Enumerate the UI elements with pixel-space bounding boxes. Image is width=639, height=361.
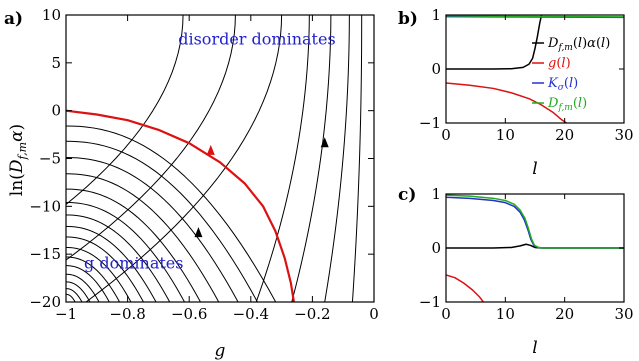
panel-a-annotations: disorder dominates g dominates xyxy=(84,30,336,273)
panel-a-xlabel: g xyxy=(215,341,226,361)
series-line xyxy=(446,15,624,18)
flow-line xyxy=(291,15,332,302)
panel-b-x-ticks: 0 10 20 30 xyxy=(441,15,634,144)
panel-b-y-ticks: −1 0 1 xyxy=(419,6,624,132)
x-tick-label: 20 xyxy=(555,126,574,144)
y-tick-label: −15 xyxy=(29,245,61,263)
x-tick-label: −0.6 xyxy=(171,305,207,323)
annotation: g dominates xyxy=(84,254,183,273)
flow-arrow xyxy=(194,227,203,238)
x-tick-label: 0 xyxy=(441,305,451,323)
flow-line xyxy=(66,225,157,302)
panel-c-x-ticks: 0 10 20 30 xyxy=(441,194,634,323)
y-tick-label: −5 xyxy=(39,150,61,168)
flow-line xyxy=(85,15,283,302)
panel-c-xlabel: l xyxy=(532,338,537,358)
legend-entry: Kσ(l) xyxy=(547,76,578,93)
y-tick-label: −10 xyxy=(29,197,61,215)
x-tick-label: −0.4 xyxy=(233,305,269,323)
panel-b-legend: Df,m(l)α(l) g(l) Kσ(l) Df,m(l) xyxy=(532,36,610,113)
panel-c-label: c) xyxy=(398,185,416,205)
flow-line xyxy=(66,256,120,302)
x-tick-label: −0.8 xyxy=(109,305,145,323)
panel-b-series xyxy=(446,15,624,123)
panel-b-xlabel: l xyxy=(532,159,537,179)
flow-arrow xyxy=(320,137,329,148)
flow-line xyxy=(66,246,132,302)
flow-line xyxy=(66,293,76,302)
ylabel-close: ) xyxy=(7,124,27,131)
y-tick-label: 5 xyxy=(51,54,61,72)
series-line xyxy=(446,196,624,249)
x-tick-label: 0 xyxy=(441,126,451,144)
panel-b-label: b) xyxy=(398,9,418,29)
flow-line xyxy=(66,15,236,261)
flow-line xyxy=(66,273,100,302)
x-tick-label: 30 xyxy=(614,126,633,144)
flow-arrows xyxy=(194,137,329,238)
panel-c-y-ticks: −1 0 1 xyxy=(419,185,624,311)
flow-line xyxy=(66,188,201,302)
separatrix-group xyxy=(66,109,296,302)
x-tick-label: 20 xyxy=(555,305,574,323)
ylabel-alpha: α xyxy=(7,130,27,142)
flow-line xyxy=(351,15,363,302)
y-tick-label: 1 xyxy=(431,6,441,24)
flow-line xyxy=(66,281,91,302)
y-tick-label: 0 xyxy=(51,102,61,120)
panel-b: b) 0 10 20 30 −101 l Df,m(l)α(l)g(l)Kσ(l)Df… xyxy=(398,6,634,179)
ylabel-ln: ln( xyxy=(7,173,27,196)
annotation: disorder dominates xyxy=(178,30,335,49)
series-line xyxy=(446,194,624,249)
series-line xyxy=(446,82,567,123)
panel-a: a) −1 −0.8 −0.6 −0.4 −0.2 0 −20 −15 −10 −5 0 5 10 g… xyxy=(4,6,379,361)
x-tick-label: −1 xyxy=(55,305,77,323)
panel-a-label: a) xyxy=(4,9,23,29)
flow-line xyxy=(255,15,310,302)
flow-line xyxy=(66,288,83,302)
x-tick-label: 10 xyxy=(496,305,515,323)
y-tick-label: −1 xyxy=(419,114,441,132)
y-tick-label: −20 xyxy=(29,293,61,311)
y-tick-label: 1 xyxy=(431,185,441,203)
x-tick-label: 10 xyxy=(496,126,515,144)
legend-entry: Df,m(l) xyxy=(547,96,587,113)
y-tick-label: −1 xyxy=(419,293,441,311)
flow-line xyxy=(66,236,144,302)
series-line xyxy=(446,15,543,70)
flow-line xyxy=(324,15,350,302)
panel-a-y-ticks: −20 −15 −10 −5 0 5 10 xyxy=(29,6,374,311)
flow-line xyxy=(66,140,258,302)
y-tick-label: 0 xyxy=(431,60,441,78)
panel-a-ylabel: ln(Df,mα) xyxy=(7,124,29,196)
x-tick-label: 30 xyxy=(614,305,633,323)
series-line xyxy=(446,274,484,302)
y-tick-label: 10 xyxy=(42,6,61,24)
ylabel-D: D xyxy=(7,159,27,174)
flow-line xyxy=(66,125,277,302)
flow-lines xyxy=(66,15,363,302)
flow-line xyxy=(66,214,171,302)
flow-line xyxy=(66,202,185,302)
flow-arrow xyxy=(206,144,215,155)
panel-c-series xyxy=(446,194,624,302)
separatrix-line xyxy=(66,109,296,302)
ylabel-subscript: f,m xyxy=(16,142,29,161)
x-tick-label: 0 xyxy=(369,305,379,323)
panel-a-x-ticks: −1 −0.8 −0.6 −0.4 −0.2 0 xyxy=(55,15,379,323)
legend-entry: g(l) xyxy=(548,56,571,71)
flow-line xyxy=(66,157,239,302)
flow-line xyxy=(66,173,220,302)
panel-c: c) 0 10 20 30 −101 l xyxy=(398,185,634,358)
y-tick-label: 0 xyxy=(431,239,441,257)
legend-entry: Df,m(l)α(l) xyxy=(547,36,610,53)
flow-line xyxy=(66,15,184,206)
x-tick-label: −0.2 xyxy=(294,305,330,323)
